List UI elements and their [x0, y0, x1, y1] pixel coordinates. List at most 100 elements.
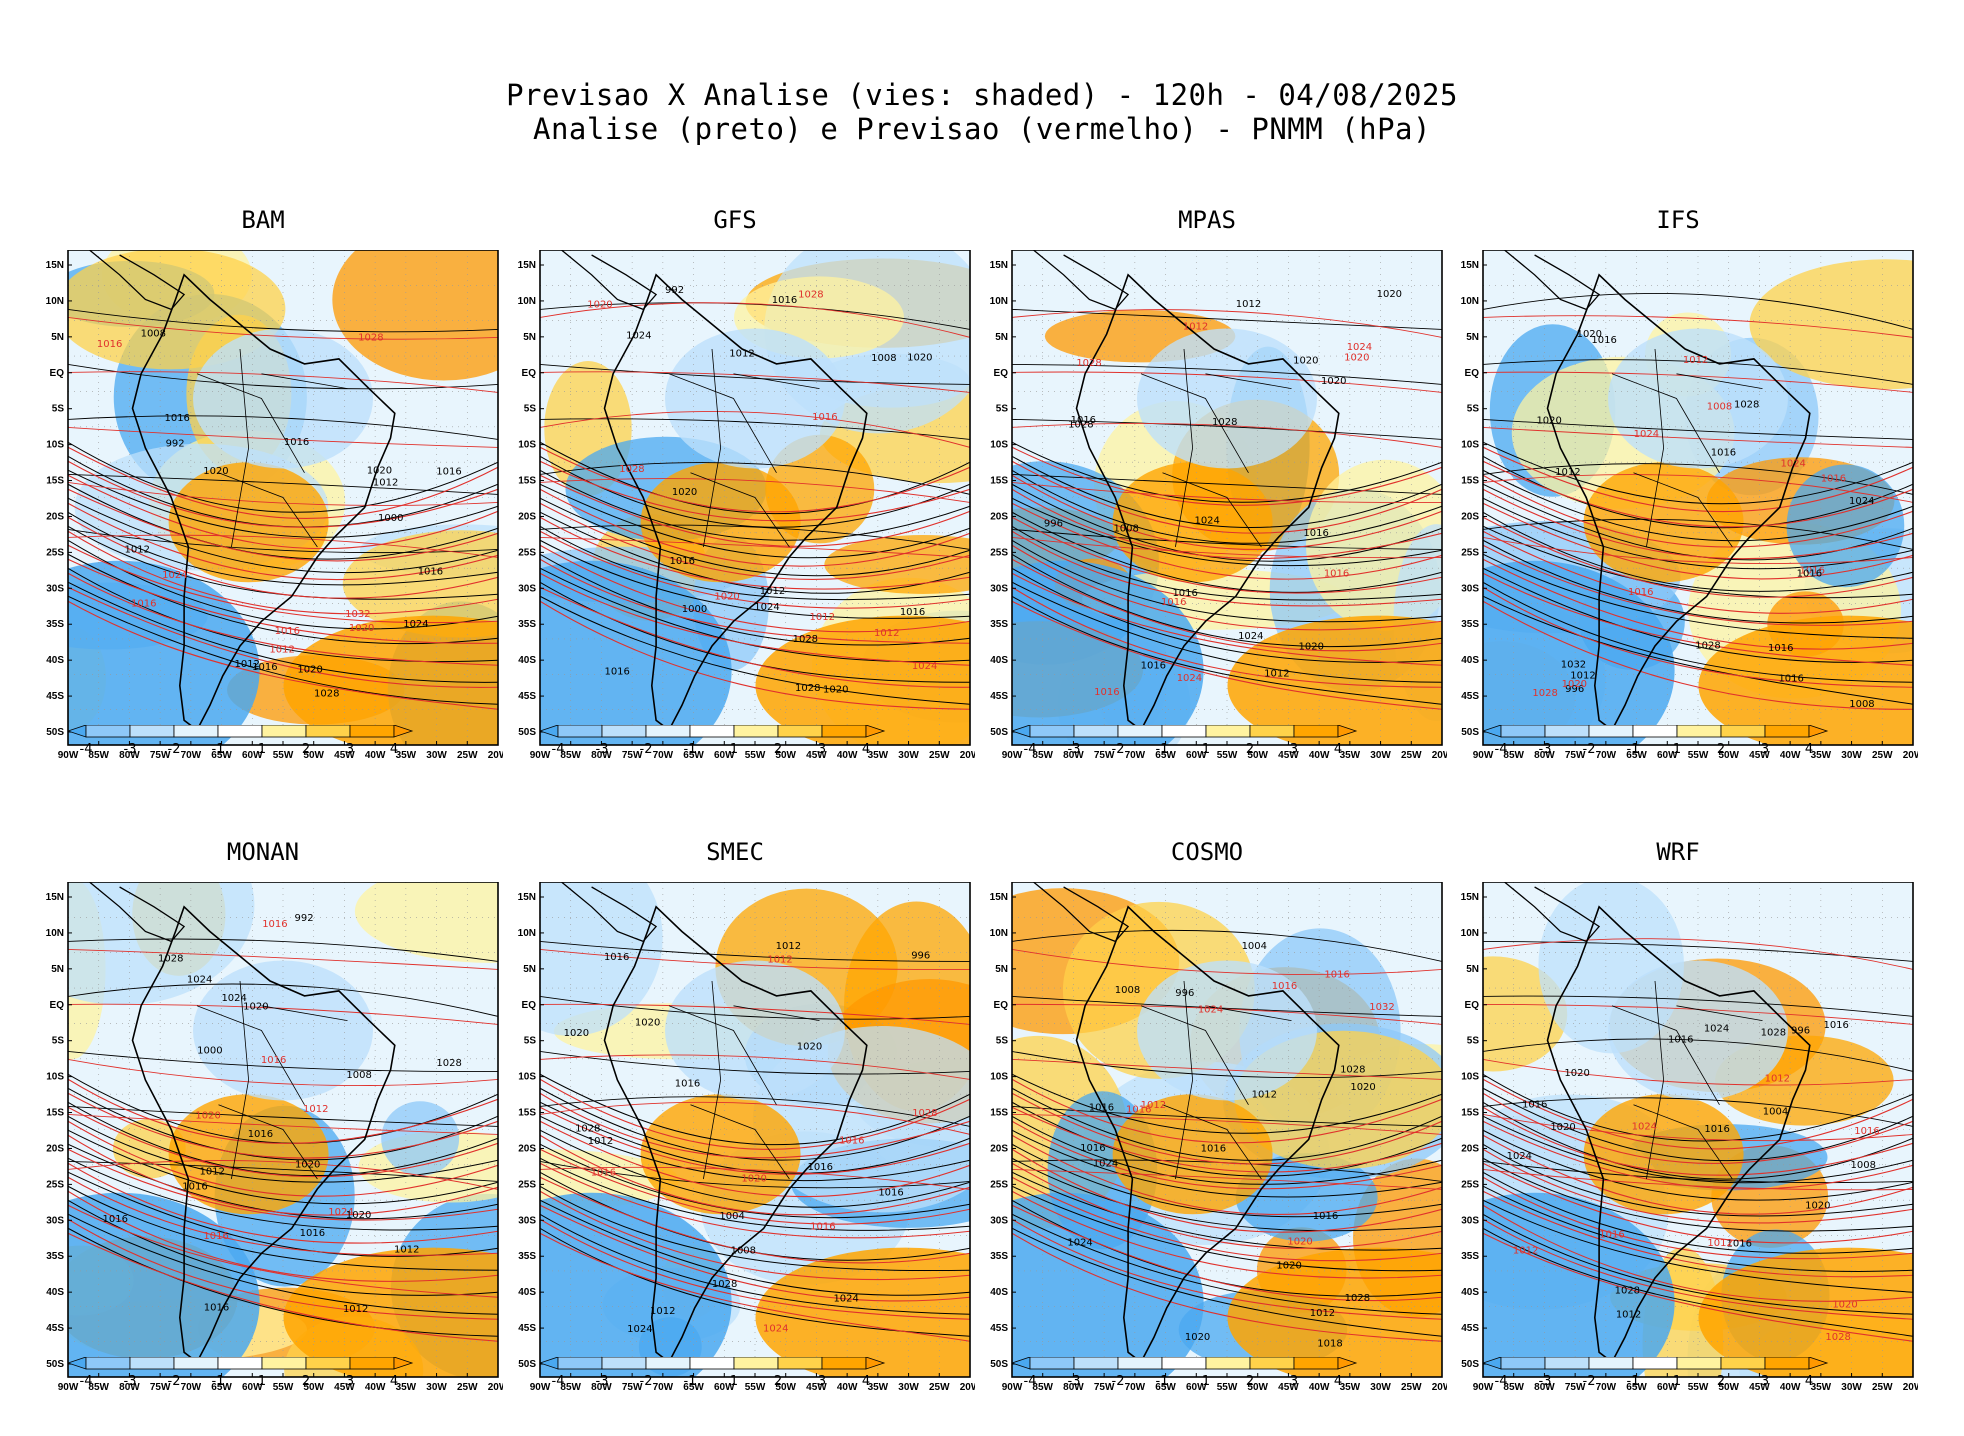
isobar-label: 1032 [1369, 1002, 1394, 1013]
lon-tick-label: 20W [488, 1382, 503, 1393]
isobar-label: 1016 [436, 466, 461, 477]
panel-wrf: WRF 1012 1016 1016 1016 1012 1016 1020 1024 1024 1… [1443, 832, 1918, 1432]
colorbar-segment [1029, 1357, 1075, 1370]
isobar-label: 1012 [1264, 668, 1289, 679]
bias-negative-north [1137, 960, 1317, 1101]
forecast-isobar [540, 536, 970, 558]
forecast-isobar [1012, 488, 1442, 559]
forecast-isobar [540, 1204, 970, 1302]
isobar-label: 1016 [670, 556, 695, 567]
lat-tick-label: 40S [990, 655, 1008, 666]
forecast-isobar [540, 586, 970, 688]
lon-tick-label: 35W [1340, 1382, 1361, 1393]
lat-tick-label: 5S [996, 1036, 1009, 1047]
forecast-isobar [68, 1092, 498, 1159]
colorbar-segment [645, 1357, 691, 1370]
lat-tick-label: 10S [1461, 440, 1479, 451]
colorbar-arrow-right [1808, 725, 1829, 738]
analysis-isobar [540, 1143, 970, 1219]
lat-tick-label: 50S [518, 1359, 536, 1370]
analysis-isobar [1483, 1213, 1913, 1315]
isobar-label: 1020 [672, 487, 697, 498]
lat-tick-label: 50S [990, 1359, 1008, 1370]
analysis-isobar [540, 441, 970, 515]
forecast-isobar [1012, 558, 1442, 652]
forecast-isobar [1012, 1058, 1442, 1080]
colorbar-label: -1 [684, 742, 697, 757]
forecast-isobar [1483, 1168, 1913, 1191]
colorbar-label: -4 [80, 1374, 93, 1389]
colorbar-segment [777, 725, 823, 738]
central-america-coastline [89, 882, 186, 943]
lat-tick-label: 40S [518, 655, 536, 666]
lat-tick-label: 5S [524, 404, 537, 415]
lon-tick-label: 45W [334, 750, 355, 761]
lon-tick-label: 80W [591, 1382, 612, 1393]
analysis-isobar [1012, 1143, 1442, 1218]
colorbar-segment [1500, 1357, 1546, 1370]
country-border [1646, 980, 1665, 1180]
forecast-isobar [540, 558, 970, 644]
forecast-isobar [1483, 516, 1913, 598]
lon-tick-label: 20W [1432, 1382, 1447, 1393]
central-america-coastline [561, 882, 658, 943]
isobar-label: 1012 [1683, 355, 1708, 366]
lon-tick-label: 55W [1688, 1382, 1709, 1393]
analysis-isobar [540, 302, 970, 330]
lat-tick-label: 15S [1461, 476, 1479, 487]
forecast-isobar [1012, 1204, 1442, 1302]
lat-tick-label: 50S [1461, 1359, 1479, 1370]
colorbar-label: 3 [1761, 1374, 1769, 1389]
isobar-label: 1020 [823, 684, 848, 695]
colorbar-label: 4 [1805, 742, 1813, 757]
colorbar-label: 1 [258, 1374, 266, 1389]
lat-tick-label: 25S [518, 547, 536, 558]
colorbar-segment [1205, 1357, 1251, 1370]
forecast-isobar [1012, 1134, 1442, 1215]
analysis-isobar [540, 525, 970, 601]
colorbar-arrow-left [1012, 1357, 1031, 1370]
isobar-label: 1024 [1780, 459, 1805, 470]
forecast-isobar [1483, 1232, 1913, 1342]
analysis-isobar [540, 595, 970, 705]
forecast-isobar [1483, 474, 1913, 503]
isobar-label: 1016 [604, 667, 629, 678]
analysis-isobar [540, 1096, 970, 1127]
isobar-label: 1020 [1298, 642, 1323, 653]
isobar-label: 1016 [812, 412, 837, 423]
colorbar-segment [305, 725, 351, 738]
analysis-isobar [540, 497, 970, 577]
colorbar-segment [733, 725, 779, 738]
bias-negative-north [1608, 960, 1788, 1101]
lat-tick-label: 30S [46, 583, 64, 594]
isobar-label: 1012 [776, 941, 801, 952]
lon-tick-label: 90W [530, 750, 551, 761]
isobar-label: 1004 [719, 1211, 744, 1222]
lat-tick-label: 50S [990, 727, 1008, 738]
colorbar: -4 -3 -2 -1 1 2 3 4 [68, 1357, 414, 1389]
colorbar-label: -3 [1068, 1374, 1081, 1389]
isobar-label: 1012 [373, 477, 398, 488]
analysis-isobar [540, 524, 970, 550]
lat-tick-label: 40S [46, 1287, 64, 1298]
lat-tick-label: 40S [1461, 655, 1479, 666]
colorbar-arrow-left [68, 725, 87, 738]
lon-tick-label: 45W [334, 1382, 355, 1393]
isobar-label: 1012 [1570, 670, 1595, 681]
isobar-label: 1020 [1564, 1068, 1589, 1079]
lon-tick-label: 20W [488, 750, 503, 761]
lat-tick-label: 20S [518, 1143, 536, 1154]
forecast-isobar [1483, 426, 1913, 448]
forecast-isobar [1483, 544, 1913, 627]
analysis-isobar [1012, 1157, 1442, 1232]
lat-tick-label: 25S [1461, 547, 1479, 558]
isobar-label: 1024 [1507, 1151, 1532, 1162]
colorbar-segment [129, 1357, 175, 1370]
analysis-isobar [1012, 553, 1442, 648]
forecast-isobar [540, 446, 970, 513]
forecast-isobar [68, 516, 498, 599]
analysis-isobar [68, 441, 498, 513]
lat-tick-label: 45S [46, 1323, 64, 1334]
colorbar-segment [1764, 1357, 1810, 1370]
colorbar-segment [557, 725, 603, 738]
